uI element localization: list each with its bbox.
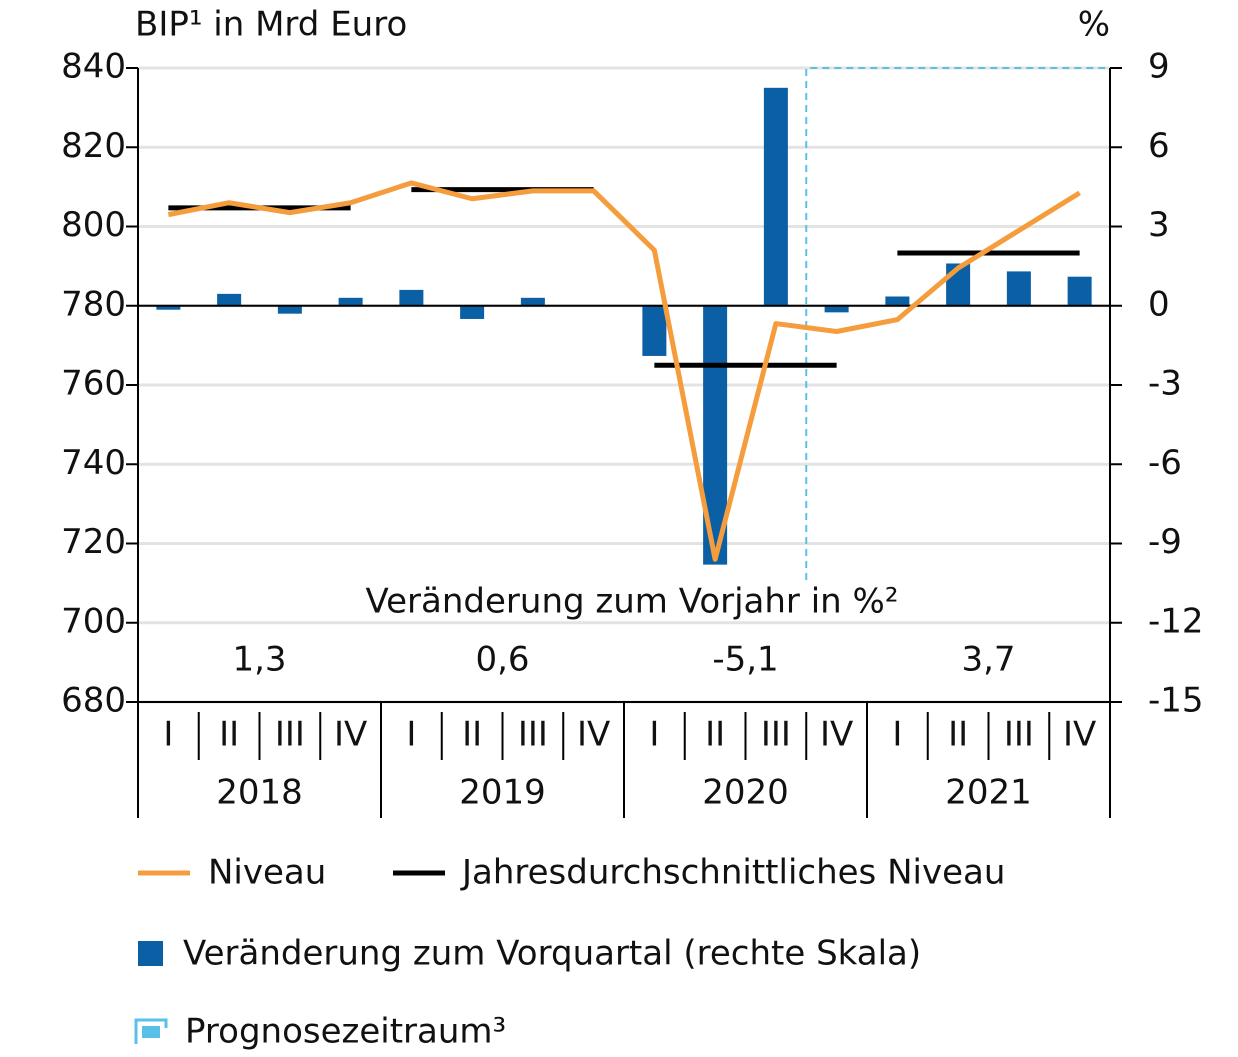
- y-axis-title: BIP¹ in Mrd Euro: [135, 5, 407, 45]
- y2-tick-label: 6: [1148, 126, 1170, 166]
- year-label: 2018: [216, 773, 303, 813]
- legend-label: Jahresdurchschnittliches Niveau: [460, 853, 1005, 893]
- x-tick-label: II: [705, 715, 725, 755]
- legend-forecast-icon: [142, 1026, 160, 1038]
- y2-tick-label: -12: [1148, 601, 1204, 641]
- forecast-box: [805, 67, 1111, 580]
- y2-tick-label: 9: [1148, 47, 1170, 87]
- x-tick-label: IV: [1063, 715, 1096, 755]
- bar: [885, 296, 910, 306]
- y-tick-label: 740: [61, 443, 126, 483]
- legend-swatch: [138, 941, 163, 966]
- x-tick-label: III: [275, 715, 305, 755]
- x-tick-label: II: [219, 715, 239, 755]
- y2-tick-label: -6: [1148, 443, 1182, 483]
- x-tick-label: IV: [334, 715, 367, 755]
- year-label: 2019: [459, 773, 546, 813]
- bar: [520, 297, 545, 306]
- y2-tick-label: -15: [1148, 681, 1204, 721]
- y-tick-label: 720: [61, 522, 126, 562]
- bar: [277, 305, 302, 314]
- annual-change-label: 1,3: [232, 640, 286, 680]
- x-tick-label: I: [649, 715, 659, 755]
- y-tick-label: 680: [61, 681, 126, 721]
- annual-change-label: 0,6: [475, 640, 529, 680]
- y2-axis-title: %: [1078, 5, 1110, 45]
- bar: [1006, 271, 1031, 306]
- y-tick-label: 780: [61, 284, 126, 324]
- bar: [338, 297, 363, 306]
- y2-tick-label: -9: [1148, 522, 1182, 562]
- bar: [399, 289, 424, 306]
- y-tick-label: 800: [61, 205, 126, 245]
- legend-forecast-icon: [134, 1018, 168, 1044]
- y-tick-label: 700: [61, 601, 126, 641]
- x-tick-label: III: [518, 715, 548, 755]
- bar: [824, 305, 849, 313]
- bar: [156, 305, 181, 310]
- x-tick-label: IV: [577, 715, 610, 755]
- x-tick-label: III: [761, 715, 791, 755]
- legend-label: Veränderung zum Vorquartal (rechte Skala…: [183, 934, 921, 974]
- x-tick-label: IV: [820, 715, 853, 755]
- y2-tick-label: 0: [1148, 284, 1170, 324]
- bar: [763, 87, 788, 306]
- bar: [642, 305, 667, 356]
- bar: [460, 305, 485, 319]
- y2-tick-label: 3: [1148, 205, 1170, 245]
- line: [167, 180, 1081, 562]
- x-tick-label: II: [462, 715, 482, 755]
- y-tick-label: 820: [61, 126, 126, 166]
- y-tick-label: 760: [61, 364, 126, 404]
- bar: [1067, 276, 1092, 306]
- x-tick-label: I: [406, 715, 416, 755]
- x-tick-label: II: [948, 715, 968, 755]
- annotation: Veränderung zum Vorjahr in %²: [366, 582, 899, 622]
- x-tick-label: III: [1004, 715, 1034, 755]
- year-label: 2020: [702, 773, 789, 813]
- x-tick-label: I: [163, 715, 173, 755]
- y-tick-label: 840: [61, 47, 126, 87]
- bar: [217, 293, 242, 306]
- x-tick-label: I: [892, 715, 902, 755]
- year-label: 2021: [945, 773, 1032, 813]
- annual-change-label: 3,7: [961, 640, 1015, 680]
- y2-tick-label: -3: [1148, 364, 1182, 404]
- legend-label: Prognosezeitraum³: [185, 1012, 506, 1052]
- legend-label: Niveau: [208, 853, 326, 893]
- annual-change-label: -5,1: [712, 640, 778, 680]
